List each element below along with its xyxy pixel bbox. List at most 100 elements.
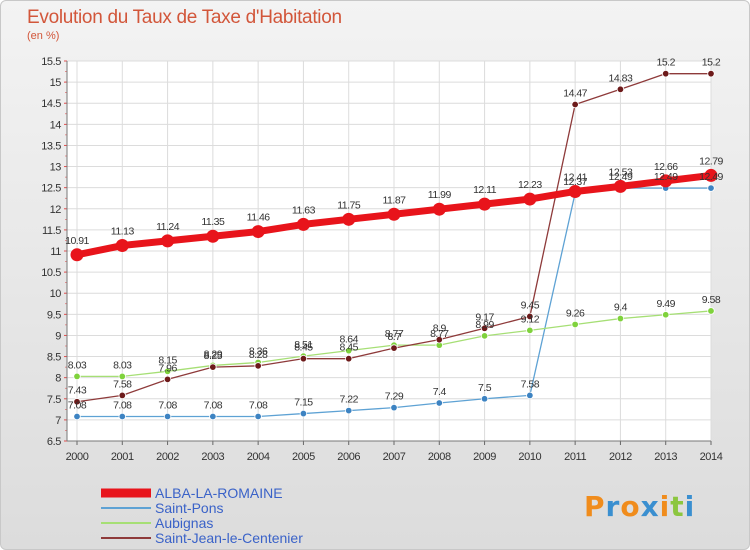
data-point: [390, 344, 398, 352]
data-point: [163, 412, 172, 421]
y-tick-label: 7: [55, 415, 61, 427]
data-point: [662, 69, 670, 78]
data-label: 7.96: [158, 362, 177, 374]
data-label: 8.77: [385, 328, 404, 340]
data-label: 8.64: [339, 334, 358, 346]
data-point: [480, 324, 489, 332]
data-label: 9.12: [521, 313, 540, 325]
legend-label: Saint-Pons: [155, 500, 223, 516]
y-tick-label: 8: [55, 373, 61, 385]
data-label: 8.25: [204, 350, 223, 362]
data-point: [254, 412, 262, 421]
legend-label: ALBA-LA-ROMAINE: [155, 485, 283, 501]
legend-label: Saint-Jean-le-Centenier: [155, 530, 303, 546]
data-point: [613, 179, 627, 193]
data-label: 12.79: [699, 155, 723, 167]
data-label: 7.08: [204, 400, 223, 412]
data-point: [73, 398, 81, 406]
data-point: [345, 346, 353, 355]
data-label: 14.47: [563, 87, 587, 99]
y-tick-label: 11.5: [42, 225, 61, 237]
data-point: [118, 391, 126, 400]
logo-letter: r: [605, 490, 621, 523]
y-tick-label: 6.5: [47, 436, 61, 448]
y-tick-label: 12: [50, 204, 62, 216]
data-label: 8.7: [387, 331, 401, 343]
data-label: 10.91: [65, 235, 89, 247]
data-label: 9.49: [656, 298, 675, 310]
data-label: 8.15: [158, 354, 177, 366]
data-point: [571, 320, 579, 329]
data-point: [161, 234, 175, 248]
data-label: 9.45: [521, 299, 540, 311]
data-point: [478, 197, 492, 211]
x-tick-label: 2002: [156, 451, 179, 463]
data-point: [526, 312, 534, 321]
x-tick-label: 2008: [428, 451, 451, 463]
data-label: 8.77: [430, 328, 449, 340]
data-label: 11.46: [247, 212, 271, 224]
data-point: [707, 307, 715, 315]
logo-letter: i: [684, 490, 696, 523]
data-point: [568, 184, 582, 198]
data-label: 9.17: [475, 311, 494, 323]
data-label: 7.15: [294, 397, 313, 409]
data-label: 7.5: [478, 382, 492, 394]
logo-letter: o: [620, 490, 641, 523]
data-point: [254, 362, 262, 370]
y-axis-unit: (en %): [27, 30, 60, 42]
x-tick-label: 2009: [473, 451, 496, 463]
legend-label: Aubignas: [155, 515, 213, 531]
data-point: [299, 354, 308, 363]
data-point: [480, 332, 489, 340]
proxiti-logo: Proxiti: [584, 490, 695, 523]
data-point: [435, 335, 443, 344]
x-tick-label: 2001: [111, 451, 134, 463]
x-tick-label: 2006: [337, 451, 360, 463]
x-tick-label: 2007: [383, 451, 406, 463]
data-label: 8.29: [204, 348, 223, 360]
data-label: 12.49: [609, 171, 633, 183]
data-label: 11.24: [156, 221, 180, 233]
data-point: [480, 395, 489, 403]
y-tick-label: 14.5: [41, 98, 61, 110]
data-label: 12.11: [473, 184, 497, 196]
data-point: [209, 363, 217, 371]
data-point: [163, 375, 172, 384]
data-point: [704, 168, 718, 182]
data-label: 15.2: [702, 57, 721, 69]
data-label: 12.53: [609, 166, 633, 178]
data-label: 12.66: [654, 161, 678, 173]
data-label: 12.23: [518, 179, 542, 191]
y-tick-label: 11: [50, 246, 61, 258]
data-point: [432, 202, 446, 216]
y-tick-label: 8.5: [47, 352, 61, 364]
data-point: [526, 326, 534, 335]
data-label: 14.83: [609, 72, 633, 84]
y-tick-label: 9.5: [47, 309, 61, 321]
data-point: [345, 354, 353, 363]
data-label: 7.58: [113, 378, 132, 390]
data-label: 7.08: [113, 400, 132, 412]
data-label: 8.36: [249, 345, 268, 357]
data-point: [387, 207, 401, 221]
data-label: 8.99: [475, 319, 494, 331]
data-label: 15.2: [656, 57, 675, 69]
data-label: 8.03: [68, 359, 87, 371]
data-label: 12.41: [563, 171, 587, 183]
data-label: 11.13: [111, 226, 135, 238]
data-label: 11.63: [292, 204, 316, 216]
data-label: 8.03: [113, 359, 132, 371]
y-tick-label: 13: [50, 162, 62, 174]
x-tick-label: 2012: [609, 451, 632, 463]
data-label: 12.37: [563, 176, 587, 188]
data-label: 8.9: [433, 323, 447, 335]
y-tick-label: 9: [55, 330, 61, 342]
x-tick-label: 2004: [247, 451, 270, 463]
x-tick-label: 2011: [564, 451, 586, 463]
data-label: 8.45: [339, 342, 358, 354]
data-label: 9.4: [614, 302, 628, 314]
data-label: 12.49: [699, 171, 723, 183]
data-point: [115, 239, 129, 253]
